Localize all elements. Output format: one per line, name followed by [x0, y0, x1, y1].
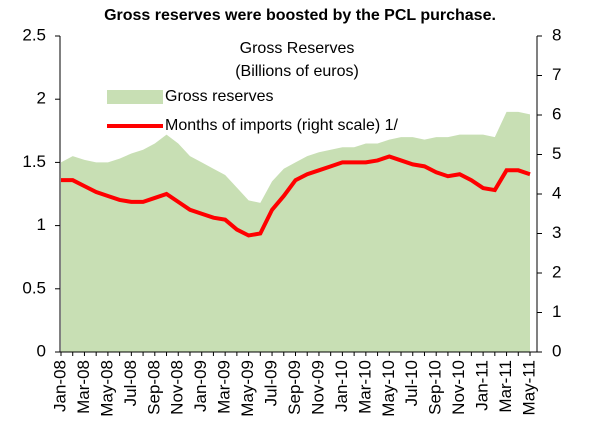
x-tick-label: Nov-08: [168, 360, 187, 415]
y2-tick-label: 0: [552, 341, 561, 360]
y-tick-label: 2: [37, 89, 46, 108]
chart-subtitle: Gross Reserves: [240, 40, 355, 57]
y-tick-label: 1: [37, 215, 46, 234]
legend-swatch: [107, 90, 163, 104]
area: [61, 111, 530, 352]
x-tick-label: Jan-10: [332, 360, 351, 412]
legend-label: Gross reserves: [165, 88, 273, 105]
y2-tick-label: 2: [552, 262, 561, 281]
x-tick-label: Jan-11: [473, 360, 492, 411]
x-tick-label: Mar-09: [215, 360, 234, 414]
x-tick-label: May-10: [379, 360, 398, 417]
y2-tick-label: 3: [552, 223, 561, 242]
chart-subtitle: (Billions of euros): [235, 63, 359, 80]
x-tick-label: Jan-08: [50, 360, 69, 412]
y2-tick-label: 7: [552, 65, 561, 84]
x-tick-label: Nov-09: [308, 360, 327, 415]
y-tick-label: 2.5: [22, 25, 46, 44]
x-tick-label: Mar-08: [74, 360, 93, 414]
x-tick-label: Sep-08: [144, 360, 163, 415]
x-tick-label: Jan-09: [191, 360, 210, 412]
chart-title: Gross reserves were boosted by the PCL p…: [104, 7, 496, 24]
y2-tick-label: 6: [552, 104, 561, 123]
x-tick-label: Nov-10: [449, 360, 468, 415]
y2-tick-label: 8: [552, 25, 561, 44]
y-tick-label: 1.5: [22, 152, 46, 171]
x-tick-label: Mar-11: [496, 360, 515, 413]
x-tick-label: Sep-09: [285, 360, 304, 415]
x-tick-label: May-11: [519, 360, 538, 415]
line: [61, 154, 531, 238]
x-tick-label: May-08: [97, 360, 116, 417]
y-tick-label: 0.5: [22, 278, 46, 297]
y-tick-label: 0: [37, 341, 46, 360]
x-tick-label: May-09: [238, 360, 257, 417]
y2-tick-label: 1: [552, 302, 561, 321]
x-tick-label: Jul-08: [121, 360, 140, 406]
x-tick-label: Sep-10: [426, 360, 445, 415]
y2-tick-label: 4: [552, 183, 561, 202]
x-tick-label: Mar-10: [355, 360, 374, 414]
legend-label: Months of imports (right scale) 1/: [165, 117, 399, 134]
x-tick-label: Jul-09: [262, 360, 281, 406]
y2-tick-label: 5: [552, 144, 561, 163]
x-tick-label: Jul-10: [402, 360, 421, 406]
